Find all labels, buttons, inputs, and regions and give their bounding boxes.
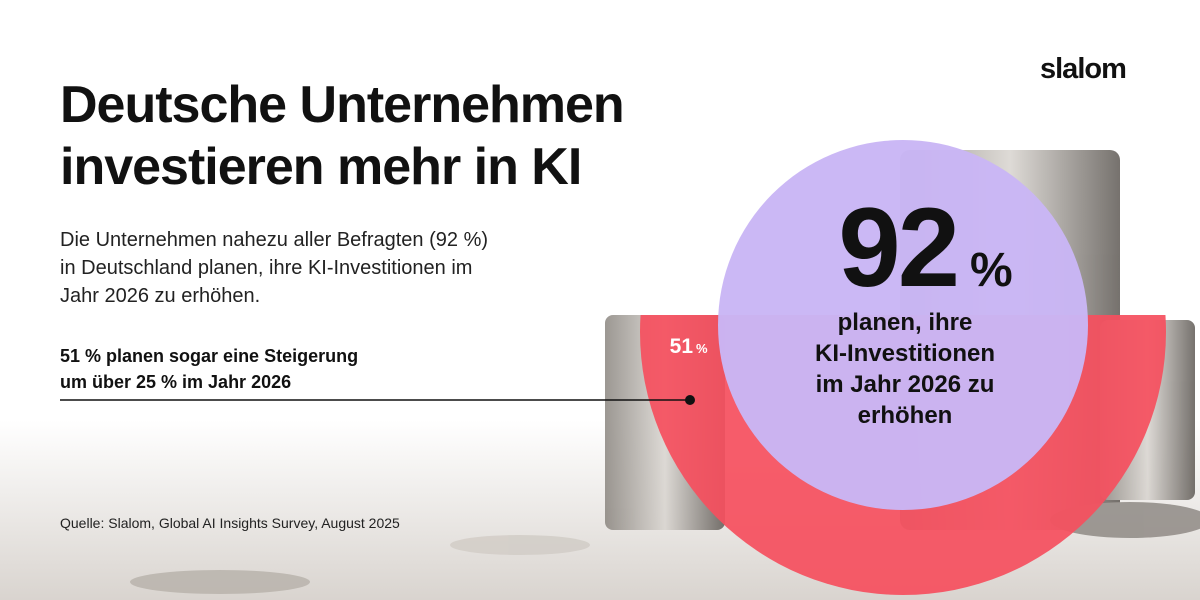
brand-logo: slalom xyxy=(1040,53,1126,85)
main-stat-unit: % xyxy=(970,244,1013,297)
main-stat-caption: planen, ihre xyxy=(838,309,973,336)
title-line: Deutsche Unternehmen xyxy=(60,76,624,134)
title-line: investieren mehr in KI xyxy=(60,138,581,196)
coin xyxy=(130,570,310,594)
source: Quelle: Slalom, Global AI Insights Surve… xyxy=(60,515,400,531)
secondary-stat-unit: % xyxy=(696,341,708,356)
connector-dot xyxy=(685,395,695,405)
secondary-stat-value: 51 xyxy=(670,335,694,358)
main-stat-value: 92 xyxy=(838,185,957,310)
main-stat-caption: im Jahr 2026 zu xyxy=(816,371,995,398)
secondary-caption: 51 % planen sogar eine Steigerung xyxy=(60,346,358,366)
main-stat-caption: erhöhen xyxy=(858,402,953,429)
secondary-caption: um über 25 % im Jahr 2026 xyxy=(60,372,291,392)
description-line: in Deutschland planen, ihre KI-Investiti… xyxy=(60,257,472,279)
main-stat-caption: KI-Investitionen xyxy=(815,340,995,367)
coin xyxy=(450,535,590,555)
main-stat-circle xyxy=(718,140,1088,510)
description-line: Die Unternehmen nahezu aller Befragten (… xyxy=(60,229,488,251)
description-line: Jahr 2026 zu erhöhen. xyxy=(60,285,260,307)
